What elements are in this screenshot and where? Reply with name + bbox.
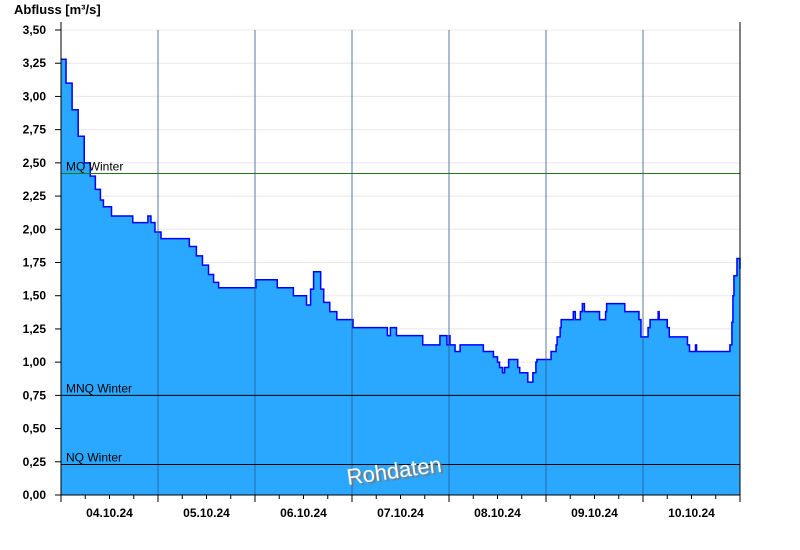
y-tick-label: 3,00 — [23, 89, 47, 103]
x-tick-label: 07.10.24 — [377, 506, 424, 520]
y-tick-label: 2,25 — [23, 189, 47, 203]
y-tick-label: 0,50 — [23, 422, 47, 436]
x-tick-label: 05.10.24 — [183, 506, 230, 520]
reference-line-label: MNQ Winter — [66, 381, 132, 395]
y-tick-label: 2,75 — [23, 123, 47, 137]
y-tick-label: 1,75 — [23, 256, 47, 270]
y-tick-label: 0,00 — [23, 488, 47, 502]
reference-line-label: NQ Winter — [66, 450, 122, 464]
y-tick-label: 1,00 — [23, 355, 47, 369]
y-axis-label: Abfluss [m³/s] — [14, 2, 101, 17]
discharge-area — [61, 59, 740, 495]
discharge-line — [61, 58, 741, 383]
y-tick-label: 2,00 — [23, 222, 47, 236]
y-tick-label: 2,50 — [23, 156, 47, 170]
reference-line-label: MQ Winter — [66, 159, 123, 173]
x-tick-label: 10.10.24 — [668, 506, 715, 520]
y-tick-label: 1,50 — [23, 289, 47, 303]
y-tick-label: 3,25 — [23, 56, 47, 70]
y-tick-label: 1,25 — [23, 322, 47, 336]
x-tick-label: 04.10.24 — [86, 506, 133, 520]
y-tick-label: 0,25 — [23, 455, 47, 469]
y-tick-label: 3,50 — [23, 23, 47, 37]
y-tick-label: 0,75 — [23, 388, 47, 402]
x-tick-label: 09.10.24 — [571, 506, 618, 520]
x-tick-label: 08.10.24 — [474, 506, 521, 520]
x-tick-label: 06.10.24 — [280, 506, 327, 520]
